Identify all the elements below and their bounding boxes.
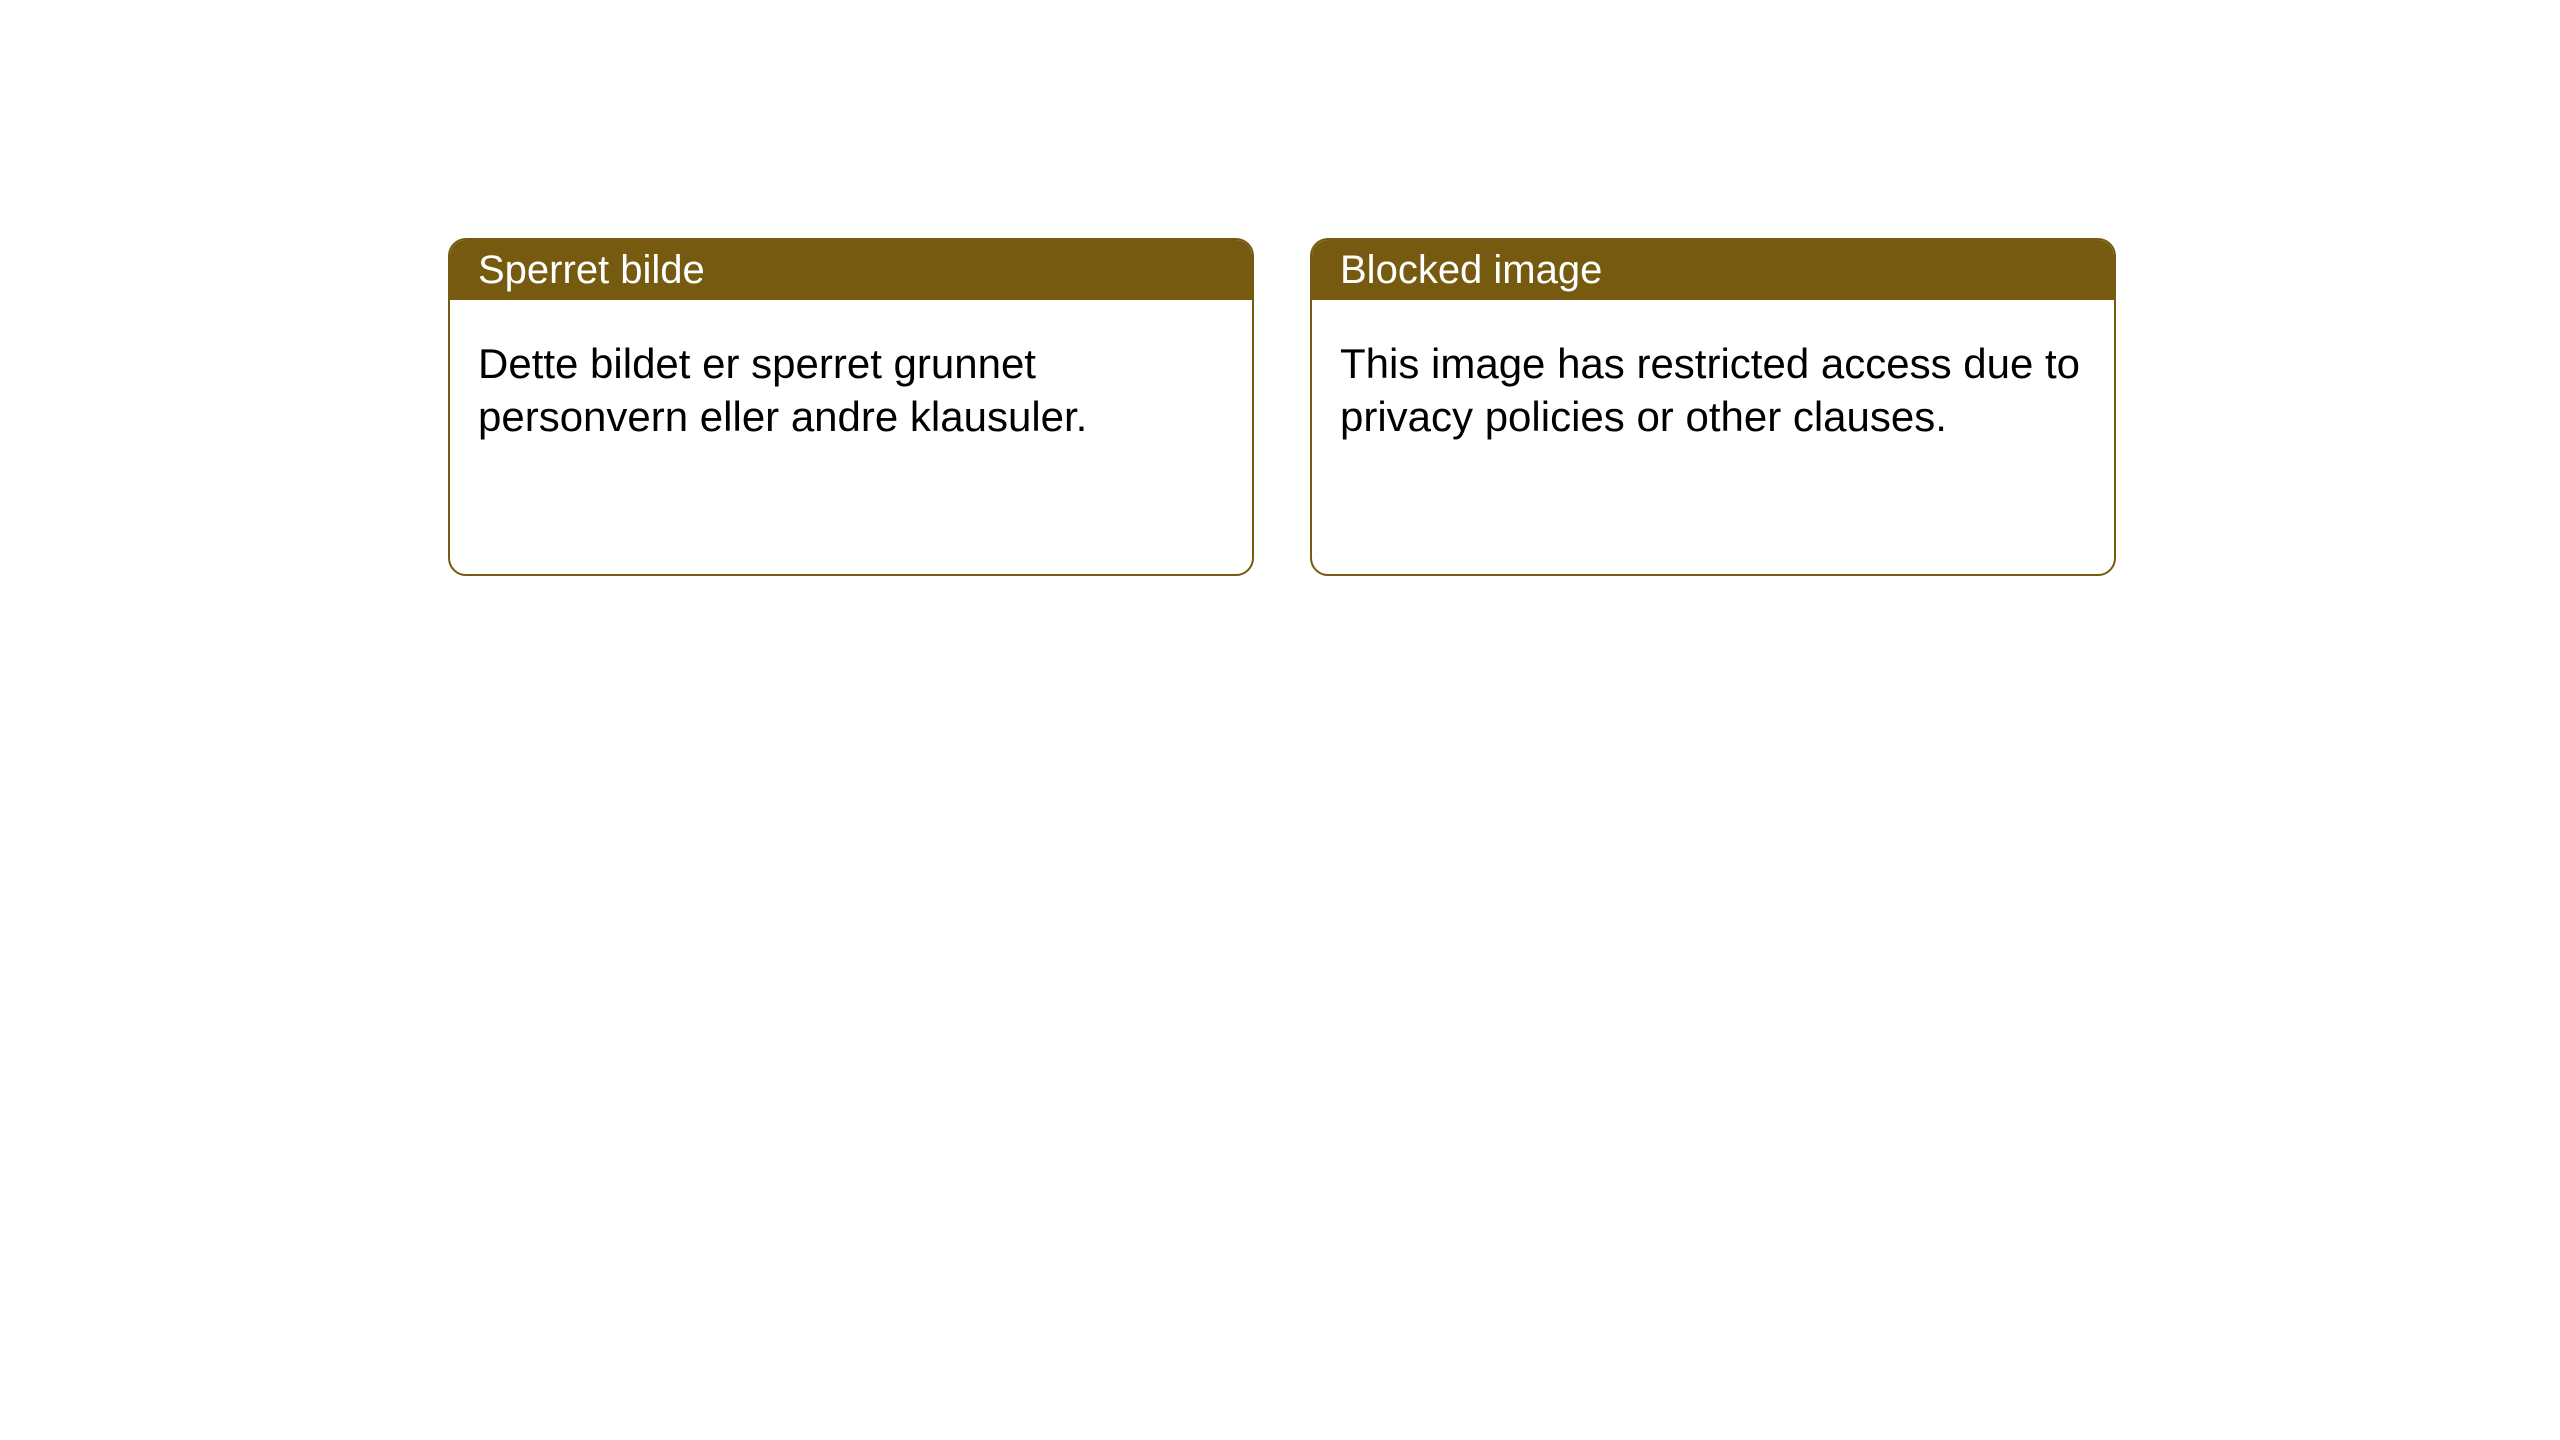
notice-card-english: Blocked image This image has restricted … (1310, 238, 2116, 576)
notice-card-body: Dette bildet er sperret grunnet personve… (450, 300, 1252, 481)
notice-container: Sperret bilde Dette bildet er sperret gr… (0, 0, 2560, 576)
notice-card-body: This image has restricted access due to … (1312, 300, 2114, 481)
notice-card-title: Blocked image (1312, 240, 2114, 300)
notice-card-norwegian: Sperret bilde Dette bildet er sperret gr… (448, 238, 1254, 576)
notice-card-title: Sperret bilde (450, 240, 1252, 300)
